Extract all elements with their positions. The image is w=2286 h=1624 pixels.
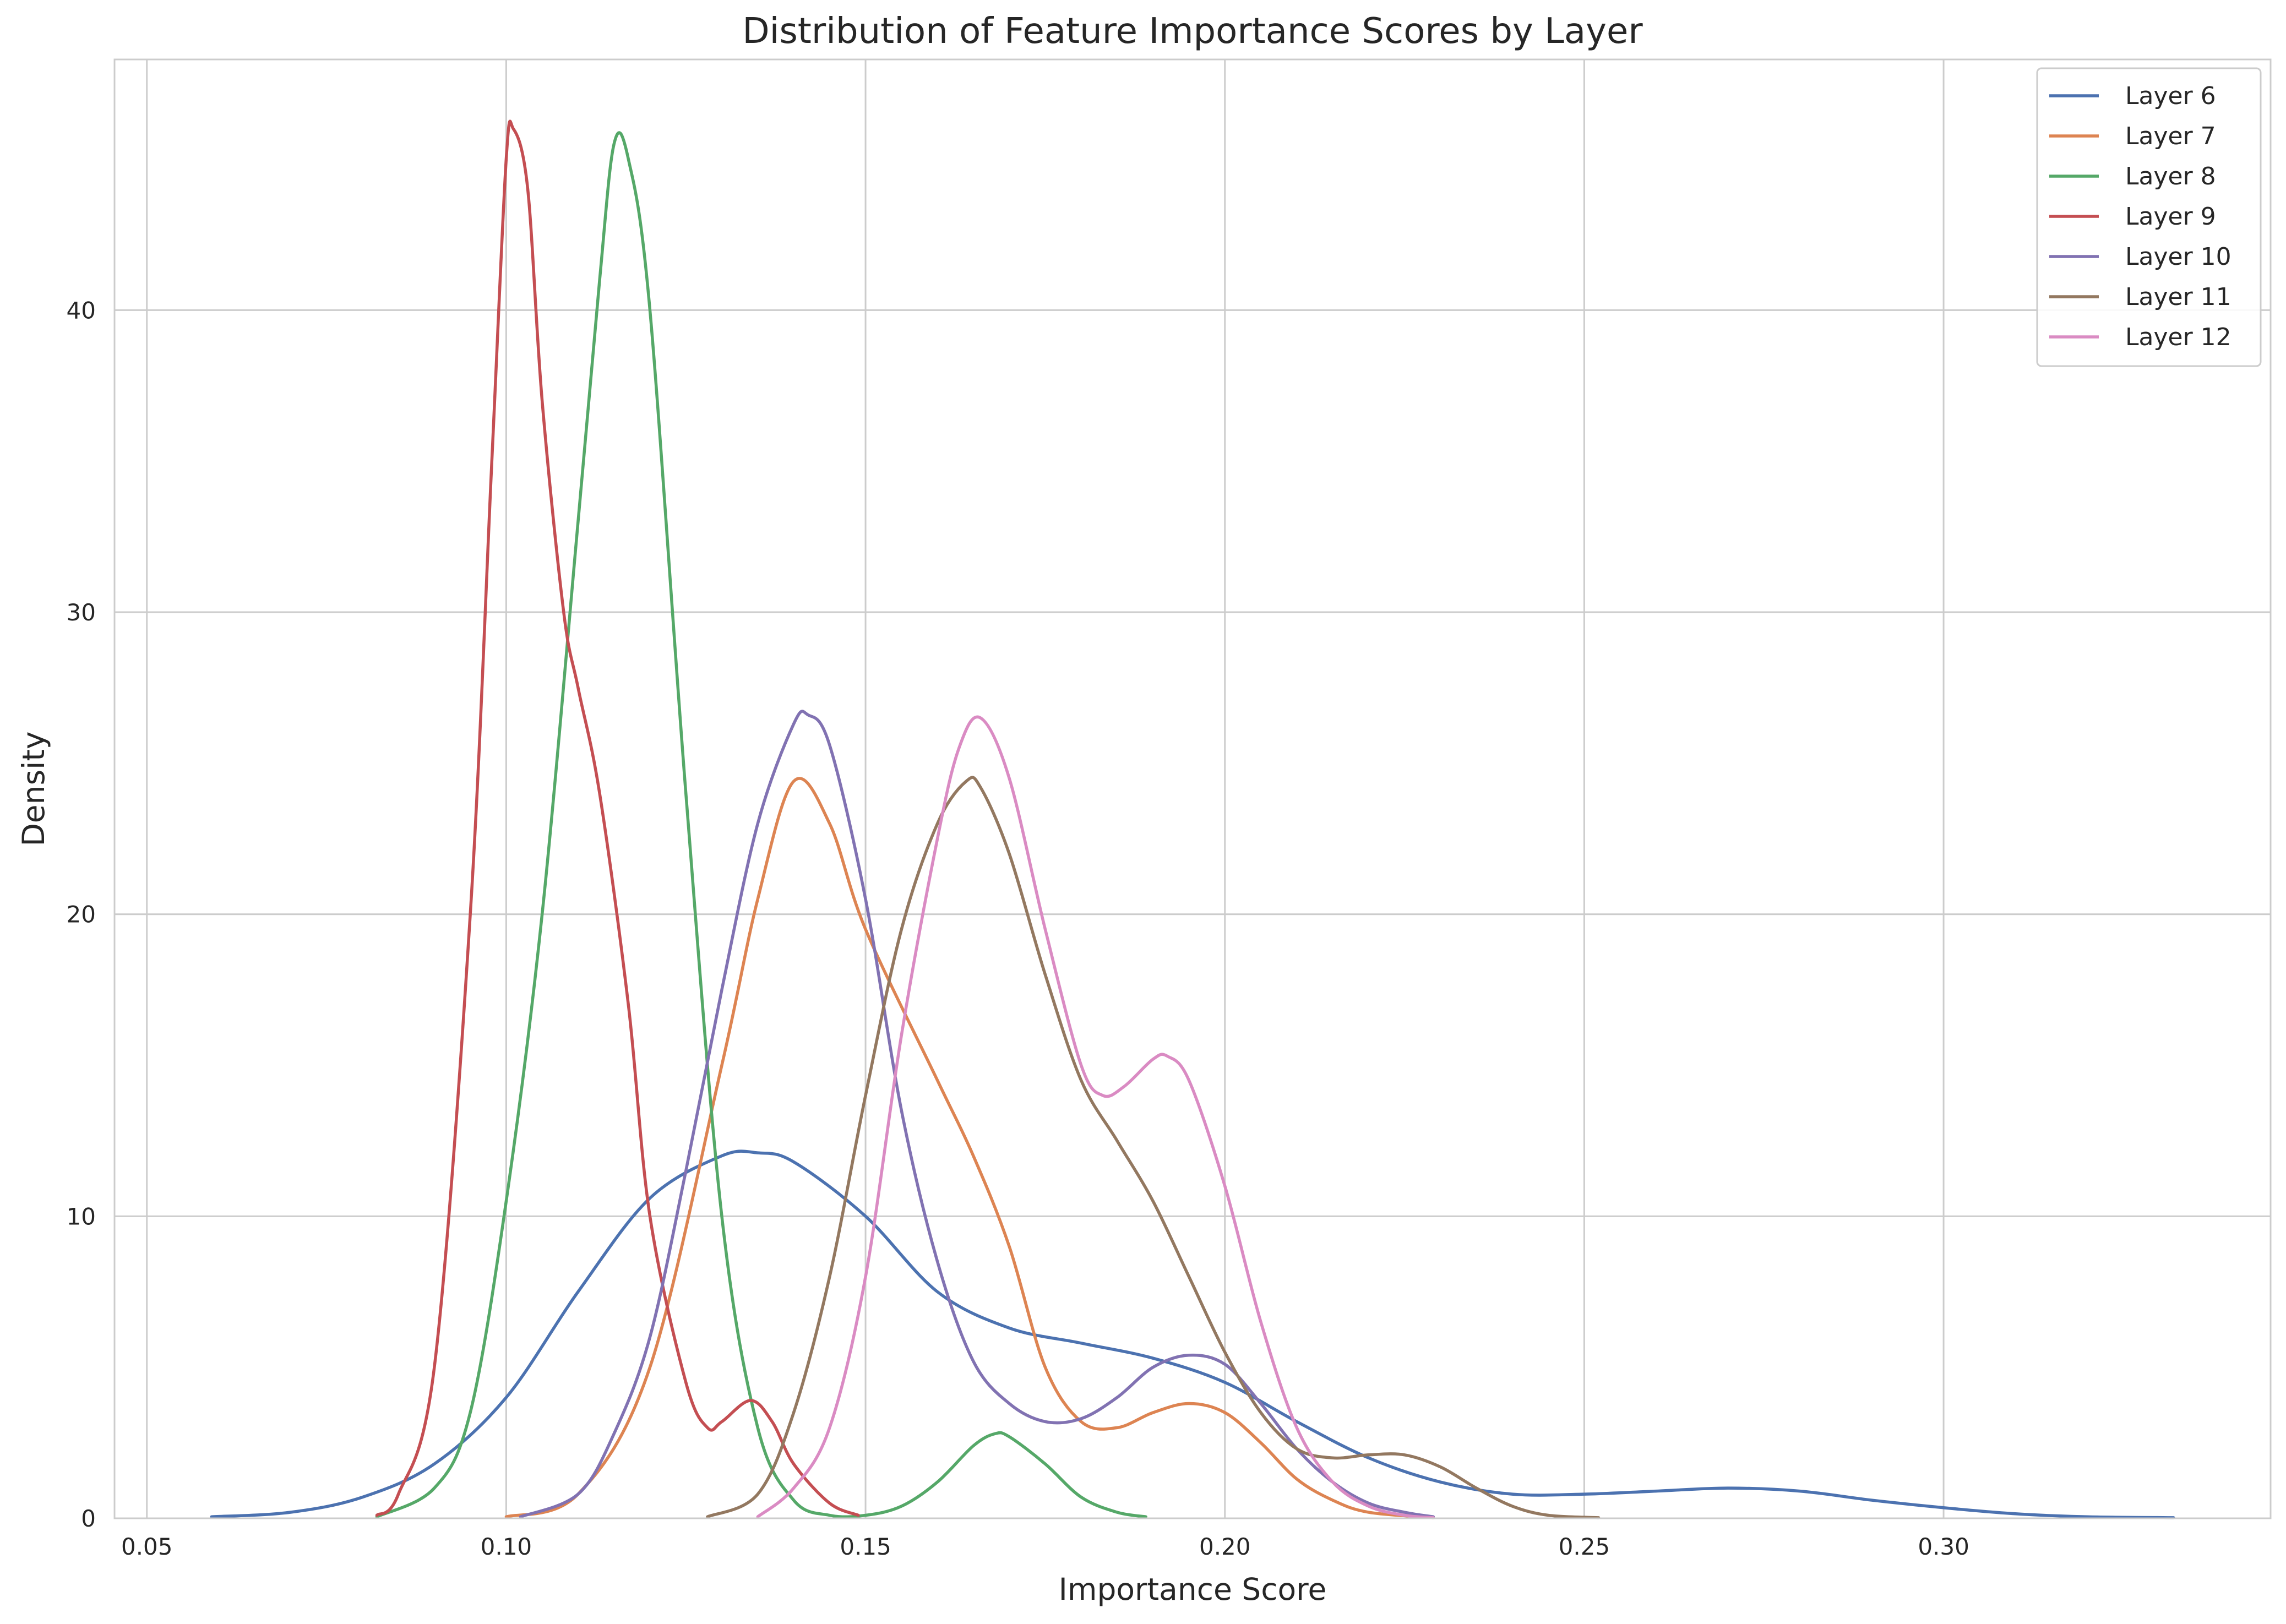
x-tick-label: 0.05 <box>121 1533 173 1560</box>
y-tick-label: 30 <box>67 599 96 626</box>
series-line-layer-8 <box>375 131 1147 1519</box>
series-line-layer-10 <box>519 710 1435 1519</box>
x-tick-label: 0.30 <box>1918 1533 1969 1560</box>
legend-label: Layer 12 <box>2125 323 2231 351</box>
y-tick-label: 20 <box>67 901 96 928</box>
series-line-layer-7 <box>504 777 1435 1519</box>
series-line-layer-12 <box>756 715 1435 1519</box>
series-lines <box>210 119 2175 1519</box>
legend-label: Layer 7 <box>2125 122 2216 150</box>
x-tick-label: 0.15 <box>840 1533 891 1560</box>
legend-label: Layer 6 <box>2125 82 2216 110</box>
tick-labels: 0.05 0.10 0.15 0.20 0.25 0.30 0 10 20 30 40 <box>67 297 1969 1560</box>
legend-label: Layer 11 <box>2125 283 2231 311</box>
legend-label: Layer 10 <box>2125 243 2231 271</box>
y-tick-label: 0 <box>81 1505 96 1532</box>
grid <box>115 59 2271 1519</box>
legend-box <box>2036 67 2262 367</box>
plot-frame <box>113 58 2272 1519</box>
series-line-layer-9 <box>375 119 860 1517</box>
legend: Layer 6 Layer 7 Layer 8 Layer 9 Layer 10 Laye… <box>2036 67 2262 367</box>
x-axis-title: Importance Score <box>1059 1572 1327 1607</box>
legend-label: Layer 9 <box>2125 203 2216 231</box>
x-tick-label: 0.25 <box>1559 1533 1610 1560</box>
y-tick-label: 40 <box>67 297 96 324</box>
y-axis-title: Density <box>16 731 51 846</box>
x-tick-label: 0.10 <box>481 1533 532 1560</box>
legend-label: Layer 8 <box>2125 162 2216 190</box>
y-tick-label: 10 <box>67 1203 96 1230</box>
series-line-layer-11 <box>706 776 1601 1519</box>
series-line-layer-6 <box>210 1149 2175 1519</box>
x-tick-label: 0.20 <box>1199 1533 1251 1560</box>
chart-title: Distribution of Feature Importance Score… <box>742 11 1643 52</box>
